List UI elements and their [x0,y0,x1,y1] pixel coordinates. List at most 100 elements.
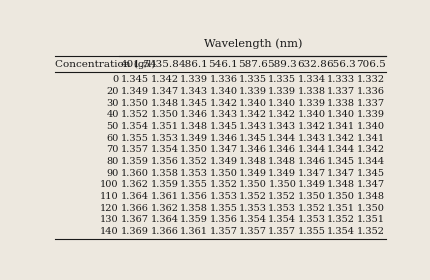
Text: 1.355: 1.355 [121,134,149,143]
Text: 90: 90 [107,169,119,178]
Text: 1.357: 1.357 [268,227,296,236]
Text: 1.334: 1.334 [298,75,326,85]
Text: 50: 50 [107,122,119,131]
Text: 1.350: 1.350 [121,99,149,108]
Text: 1.345: 1.345 [209,122,237,131]
Text: 1.352: 1.352 [356,227,384,236]
Text: 1.352: 1.352 [180,157,208,166]
Text: 1.353: 1.353 [209,192,237,201]
Text: 1.353: 1.353 [239,204,267,213]
Text: 656.3: 656.3 [326,60,356,69]
Text: 1.341: 1.341 [327,122,355,131]
Text: 1.338: 1.338 [327,99,355,108]
Text: 1.352: 1.352 [121,110,149,119]
Text: 1.360: 1.360 [121,169,149,178]
Text: 1.348: 1.348 [356,192,384,201]
Text: 1.366: 1.366 [150,227,178,236]
Text: 632.8: 632.8 [297,60,327,69]
Text: 1.340: 1.340 [268,99,296,108]
Text: 110: 110 [100,192,119,201]
Text: 1.343: 1.343 [209,110,237,119]
Text: 1.350: 1.350 [239,180,267,189]
Text: 1.350: 1.350 [209,169,237,178]
Text: 0: 0 [113,75,119,85]
Text: 1.335: 1.335 [268,75,296,85]
Text: 1.346: 1.346 [298,157,326,166]
Text: 1.353: 1.353 [298,215,326,224]
Text: 80: 80 [107,157,119,166]
Text: 1.342: 1.342 [150,75,178,85]
Text: 1.342: 1.342 [356,145,385,154]
Text: 1.350: 1.350 [298,192,326,201]
Text: 1.332: 1.332 [356,75,385,85]
Text: 130: 130 [100,215,119,224]
Text: 1.339: 1.339 [356,110,384,119]
Text: 1.351: 1.351 [150,122,178,131]
Text: 1.362: 1.362 [121,180,149,189]
Text: 30: 30 [106,99,119,108]
Text: 1.341: 1.341 [356,134,385,143]
Text: 1.343: 1.343 [239,122,267,131]
Text: 40: 40 [106,110,119,119]
Text: 1.349: 1.349 [209,157,237,166]
Text: 587.6: 587.6 [238,60,268,69]
Text: 1.348: 1.348 [150,99,178,108]
Text: 1.342: 1.342 [268,110,296,119]
Text: 120: 120 [100,204,119,213]
Text: 1.348: 1.348 [239,157,267,166]
Text: 1.359: 1.359 [150,180,178,189]
Text: 1.335: 1.335 [239,75,267,85]
Text: 1.364: 1.364 [150,215,178,224]
Text: 1.339: 1.339 [239,87,267,96]
Text: 1.340: 1.340 [298,110,326,119]
Text: 1.340: 1.340 [209,87,237,96]
Text: 1.358: 1.358 [180,204,208,213]
Text: 1.345: 1.345 [356,169,384,178]
Text: Concentration (g/l): Concentration (g/l) [55,60,156,69]
Text: 1.355: 1.355 [298,227,326,236]
Text: 1.354: 1.354 [150,145,178,154]
Text: 1.348: 1.348 [327,180,355,189]
Text: 1.364: 1.364 [121,192,149,201]
Text: Wavelength (nm): Wavelength (nm) [204,38,302,49]
Text: 1.343: 1.343 [180,87,208,96]
Text: 435.8: 435.8 [150,60,179,69]
Text: 1.348: 1.348 [180,122,208,131]
Text: 1.354: 1.354 [121,122,149,131]
Text: 1.350: 1.350 [327,192,355,201]
Text: 1.351: 1.351 [327,204,355,213]
Text: 60: 60 [107,134,119,143]
Text: 1.336: 1.336 [209,75,237,85]
Text: 1.343: 1.343 [298,134,326,143]
Text: 1.349: 1.349 [268,169,296,178]
Text: 1.345: 1.345 [327,157,355,166]
Text: 1.350: 1.350 [268,180,296,189]
Text: 1.348: 1.348 [268,157,296,166]
Text: 1.346: 1.346 [239,145,267,154]
Text: 1.347: 1.347 [209,145,237,154]
Text: 1.336: 1.336 [356,87,384,96]
Text: 1.349: 1.349 [180,134,208,143]
Text: 100: 100 [100,180,119,189]
Text: 1.349: 1.349 [121,87,149,96]
Text: 1.340: 1.340 [327,110,355,119]
Text: 1.352: 1.352 [268,192,296,201]
Text: 1.359: 1.359 [121,157,149,166]
Text: 1.338: 1.338 [298,87,326,96]
Text: 1.356: 1.356 [209,215,237,224]
Text: 1.344: 1.344 [327,145,355,154]
Text: 20: 20 [106,87,119,96]
Text: 1.355: 1.355 [180,180,208,189]
Text: 1.346: 1.346 [209,134,237,143]
Text: 1.349: 1.349 [298,180,326,189]
Text: 1.339: 1.339 [180,75,208,85]
Text: 1.339: 1.339 [268,87,296,96]
Text: 1.356: 1.356 [180,192,208,201]
Text: 1.342: 1.342 [239,110,267,119]
Text: 1.367: 1.367 [121,215,149,224]
Text: 1.357: 1.357 [209,227,237,236]
Text: 1.352: 1.352 [298,204,326,213]
Text: 1.347: 1.347 [356,180,385,189]
Text: 1.352: 1.352 [239,192,267,201]
Text: 1.347: 1.347 [150,87,178,96]
